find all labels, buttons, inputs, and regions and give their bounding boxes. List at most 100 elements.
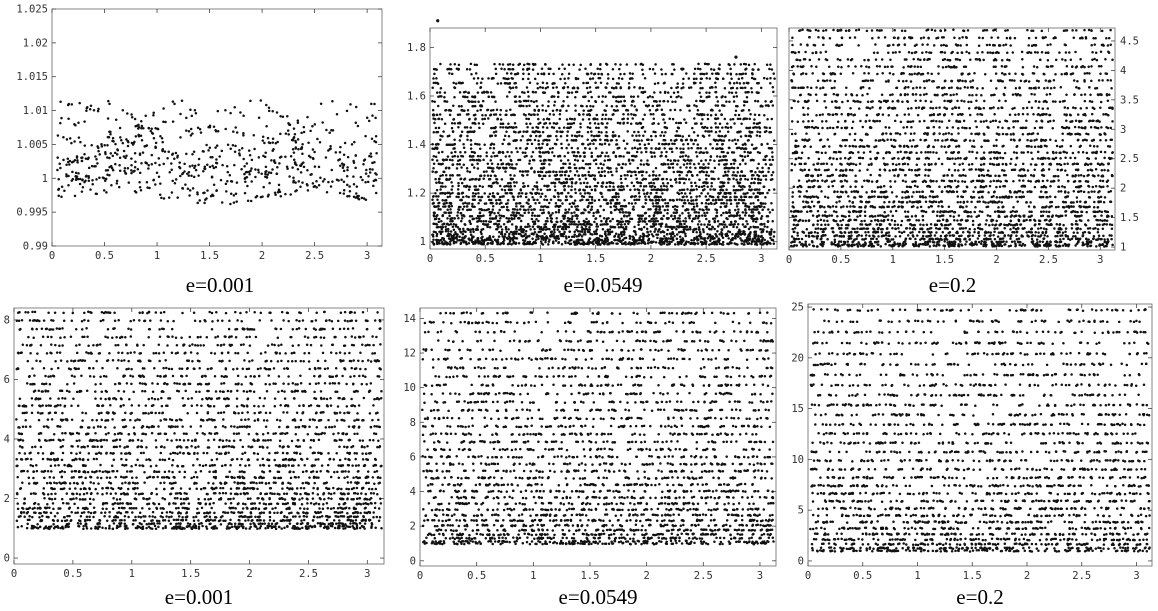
data-point bbox=[651, 202, 655, 205]
data-point bbox=[516, 150, 519, 154]
data-point bbox=[490, 242, 494, 245]
data-point bbox=[493, 154, 497, 158]
data-point bbox=[770, 117, 774, 121]
data-point bbox=[652, 204, 655, 208]
data-point bbox=[622, 117, 625, 120]
data-point bbox=[458, 174, 461, 177]
data-point bbox=[649, 192, 652, 195]
data-point bbox=[713, 227, 716, 231]
data-point bbox=[676, 240, 680, 244]
data-point bbox=[490, 184, 493, 188]
data-point bbox=[728, 208, 731, 212]
data-point bbox=[510, 214, 513, 217]
data-point bbox=[140, 139, 144, 142]
data-point bbox=[461, 195, 465, 199]
data-point bbox=[441, 230, 444, 233]
data-point bbox=[444, 167, 448, 170]
data-point bbox=[462, 227, 465, 231]
data-point bbox=[541, 142, 544, 146]
data-point bbox=[737, 198, 741, 202]
data-point bbox=[238, 153, 242, 157]
data-point bbox=[601, 113, 605, 117]
data-point bbox=[743, 195, 746, 199]
data-point bbox=[294, 161, 297, 165]
data-point bbox=[603, 232, 607, 236]
data-point bbox=[766, 104, 770, 107]
data-point bbox=[114, 142, 117, 146]
data-point bbox=[696, 147, 700, 150]
data-point bbox=[722, 150, 725, 154]
data-point bbox=[485, 237, 489, 240]
data-point bbox=[459, 241, 463, 245]
data-point bbox=[433, 100, 436, 104]
data-point bbox=[603, 109, 606, 112]
data-point bbox=[488, 192, 492, 196]
data-point bbox=[438, 181, 442, 184]
data-point bbox=[447, 205, 451, 208]
data-point bbox=[267, 109, 271, 113]
data-point bbox=[500, 232, 504, 236]
data-point bbox=[234, 144, 237, 148]
data-point bbox=[431, 147, 434, 150]
data-point bbox=[750, 188, 753, 191]
data-point bbox=[66, 157, 70, 160]
data-point bbox=[744, 211, 747, 215]
data-point bbox=[56, 168, 59, 172]
data-point bbox=[365, 168, 368, 172]
data-point bbox=[459, 177, 462, 181]
data-point bbox=[318, 141, 322, 144]
data-point bbox=[735, 87, 739, 90]
data-point bbox=[539, 159, 542, 162]
data-point bbox=[550, 181, 553, 185]
data-point bbox=[590, 205, 594, 208]
data-point bbox=[457, 208, 460, 211]
data-point bbox=[555, 134, 558, 138]
data-point bbox=[570, 222, 573, 226]
data-point bbox=[752, 159, 755, 162]
data-point bbox=[597, 126, 600, 130]
data-point bbox=[448, 243, 452, 246]
data-point bbox=[497, 198, 501, 201]
data-point bbox=[725, 202, 728, 205]
data-point bbox=[650, 147, 653, 150]
data-point bbox=[643, 217, 647, 221]
data-point bbox=[660, 154, 663, 158]
data-point bbox=[94, 155, 97, 158]
data-point bbox=[334, 151, 338, 154]
data-point bbox=[452, 118, 455, 121]
data-point bbox=[711, 235, 714, 238]
data-point bbox=[681, 211, 684, 215]
data-point bbox=[764, 155, 767, 158]
data-point bbox=[525, 104, 528, 108]
data-point bbox=[771, 178, 774, 181]
data-point bbox=[235, 200, 238, 203]
data-point bbox=[643, 211, 647, 215]
data-point bbox=[765, 214, 769, 218]
data-point bbox=[440, 118, 444, 121]
data-point bbox=[433, 147, 436, 151]
data-point bbox=[537, 142, 540, 146]
data-point bbox=[582, 109, 585, 112]
data-point bbox=[748, 151, 751, 155]
data-point bbox=[641, 214, 644, 217]
data-point bbox=[348, 194, 351, 198]
data-point bbox=[745, 205, 749, 208]
data-point bbox=[81, 178, 84, 181]
data-point bbox=[373, 161, 376, 164]
data-point bbox=[285, 165, 289, 169]
data-point bbox=[95, 157, 98, 161]
data-point bbox=[197, 163, 200, 167]
data-point bbox=[603, 170, 606, 173]
data-point bbox=[703, 239, 707, 242]
data-point bbox=[185, 152, 188, 156]
data-point bbox=[642, 238, 645, 242]
data-point bbox=[311, 148, 315, 151]
data-point bbox=[348, 185, 351, 188]
data-point bbox=[575, 239, 579, 242]
data-point bbox=[277, 188, 281, 192]
data-point bbox=[466, 228, 470, 231]
data-point bbox=[608, 230, 611, 234]
data-point bbox=[355, 192, 358, 195]
data-point bbox=[509, 230, 513, 234]
data-point bbox=[124, 171, 127, 175]
